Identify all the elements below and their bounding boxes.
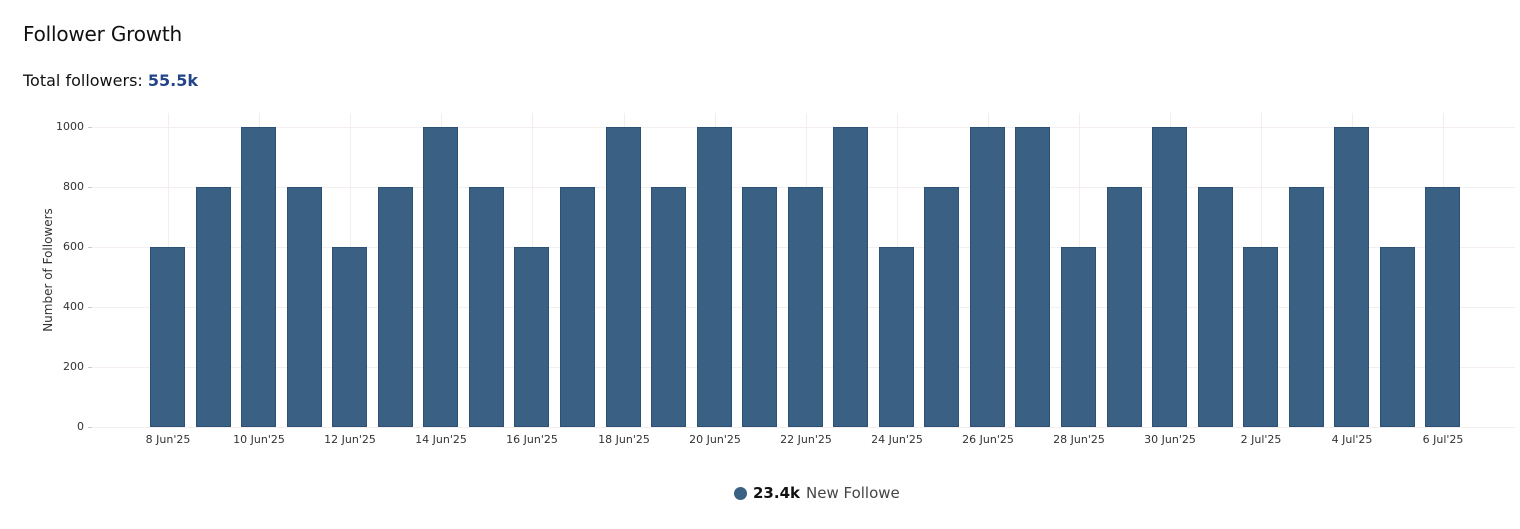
y-tick-label: 1000 xyxy=(56,120,84,133)
gridline-horizontal xyxy=(92,127,1515,128)
x-tick-label: 24 Jun'25 xyxy=(871,433,923,446)
bar-5-jul[interactable] xyxy=(1380,247,1415,427)
x-tick-label: 10 Jun'25 xyxy=(233,433,285,446)
legend-item-new-followers[interactable]: 23.4k New Followe xyxy=(734,484,900,502)
y-tick-mark xyxy=(88,247,92,248)
y-tick-label: 800 xyxy=(63,180,84,193)
bar-25-jun[interactable] xyxy=(924,187,959,427)
y-tick-label: 200 xyxy=(63,360,84,373)
x-tick-label: 4 Jul'25 xyxy=(1331,433,1373,446)
bar-4-jul[interactable] xyxy=(1334,127,1369,427)
bar-3-jul[interactable] xyxy=(1289,187,1324,427)
bar-29-jun[interactable] xyxy=(1107,187,1142,427)
bar-12-jun[interactable] xyxy=(332,247,367,427)
y-tick-mark xyxy=(88,187,92,188)
bar-26-jun[interactable] xyxy=(970,127,1005,427)
legend-dot-icon xyxy=(734,486,747,500)
bar-13-jun[interactable] xyxy=(378,187,413,427)
y-tick-label: 600 xyxy=(63,240,84,253)
bar-6-jul[interactable] xyxy=(1425,187,1460,427)
gridline-horizontal xyxy=(92,427,1515,428)
x-tick-label: 16 Jun'25 xyxy=(506,433,558,446)
bar-8-jun[interactable] xyxy=(150,247,185,427)
x-tick-label: 20 Jun'25 xyxy=(689,433,741,446)
bar-22-jun[interactable] xyxy=(788,187,823,427)
bar-21-jun[interactable] xyxy=(742,187,777,427)
bar-2-jul[interactable] xyxy=(1243,247,1278,427)
y-tick-mark xyxy=(88,427,92,428)
bar-19-jun[interactable] xyxy=(651,187,686,427)
bar-23-jun[interactable] xyxy=(833,127,868,427)
legend-label: New Followe xyxy=(806,484,900,502)
x-tick-label: 18 Jun'25 xyxy=(598,433,650,446)
legend-value: 23.4k xyxy=(753,484,800,502)
y-axis-label: Number of Followers xyxy=(41,208,55,332)
bar-30-jun[interactable] xyxy=(1152,127,1187,427)
bar-14-jun[interactable] xyxy=(423,127,458,427)
x-tick-label: 28 Jun'25 xyxy=(1053,433,1105,446)
x-tick-label: 2 Jul'25 xyxy=(1240,433,1282,446)
bar-27-jun[interactable] xyxy=(1015,127,1050,427)
x-tick-label: 22 Jun'25 xyxy=(780,433,832,446)
bar-15-jun[interactable] xyxy=(469,187,504,427)
bar-24-jun[interactable] xyxy=(879,247,914,427)
bar-18-jun[interactable] xyxy=(606,127,641,427)
bar-20-jun[interactable] xyxy=(697,127,732,427)
y-tick-mark xyxy=(88,367,92,368)
x-tick-label: 6 Jul'25 xyxy=(1422,433,1464,446)
x-tick-label: 26 Jun'25 xyxy=(962,433,1014,446)
bar-28-jun[interactable] xyxy=(1061,247,1096,427)
total-followers-label: Total followers: xyxy=(23,71,143,90)
bar-9-jun[interactable] xyxy=(196,187,231,427)
y-tick-label: 400 xyxy=(63,300,84,313)
total-followers: Total followers: 55.5k xyxy=(23,71,198,90)
bar-16-jun[interactable] xyxy=(514,247,549,427)
chart-title: Follower Growth xyxy=(23,22,183,46)
bar-17-jun[interactable] xyxy=(560,187,595,427)
bar-11-jun[interactable] xyxy=(287,187,322,427)
x-tick-label: 14 Jun'25 xyxy=(415,433,467,446)
x-tick-label: 30 Jun'25 xyxy=(1144,433,1196,446)
y-tick-mark xyxy=(88,127,92,128)
x-tick-label: 12 Jun'25 xyxy=(324,433,376,446)
bar-1-jul[interactable] xyxy=(1198,187,1233,427)
x-tick-label: 8 Jun'25 xyxy=(145,433,191,446)
bar-10-jun[interactable] xyxy=(241,127,276,427)
total-followers-value: 55.5k xyxy=(147,71,199,90)
y-tick-mark xyxy=(88,307,92,308)
y-tick-label: 0 xyxy=(77,420,84,433)
